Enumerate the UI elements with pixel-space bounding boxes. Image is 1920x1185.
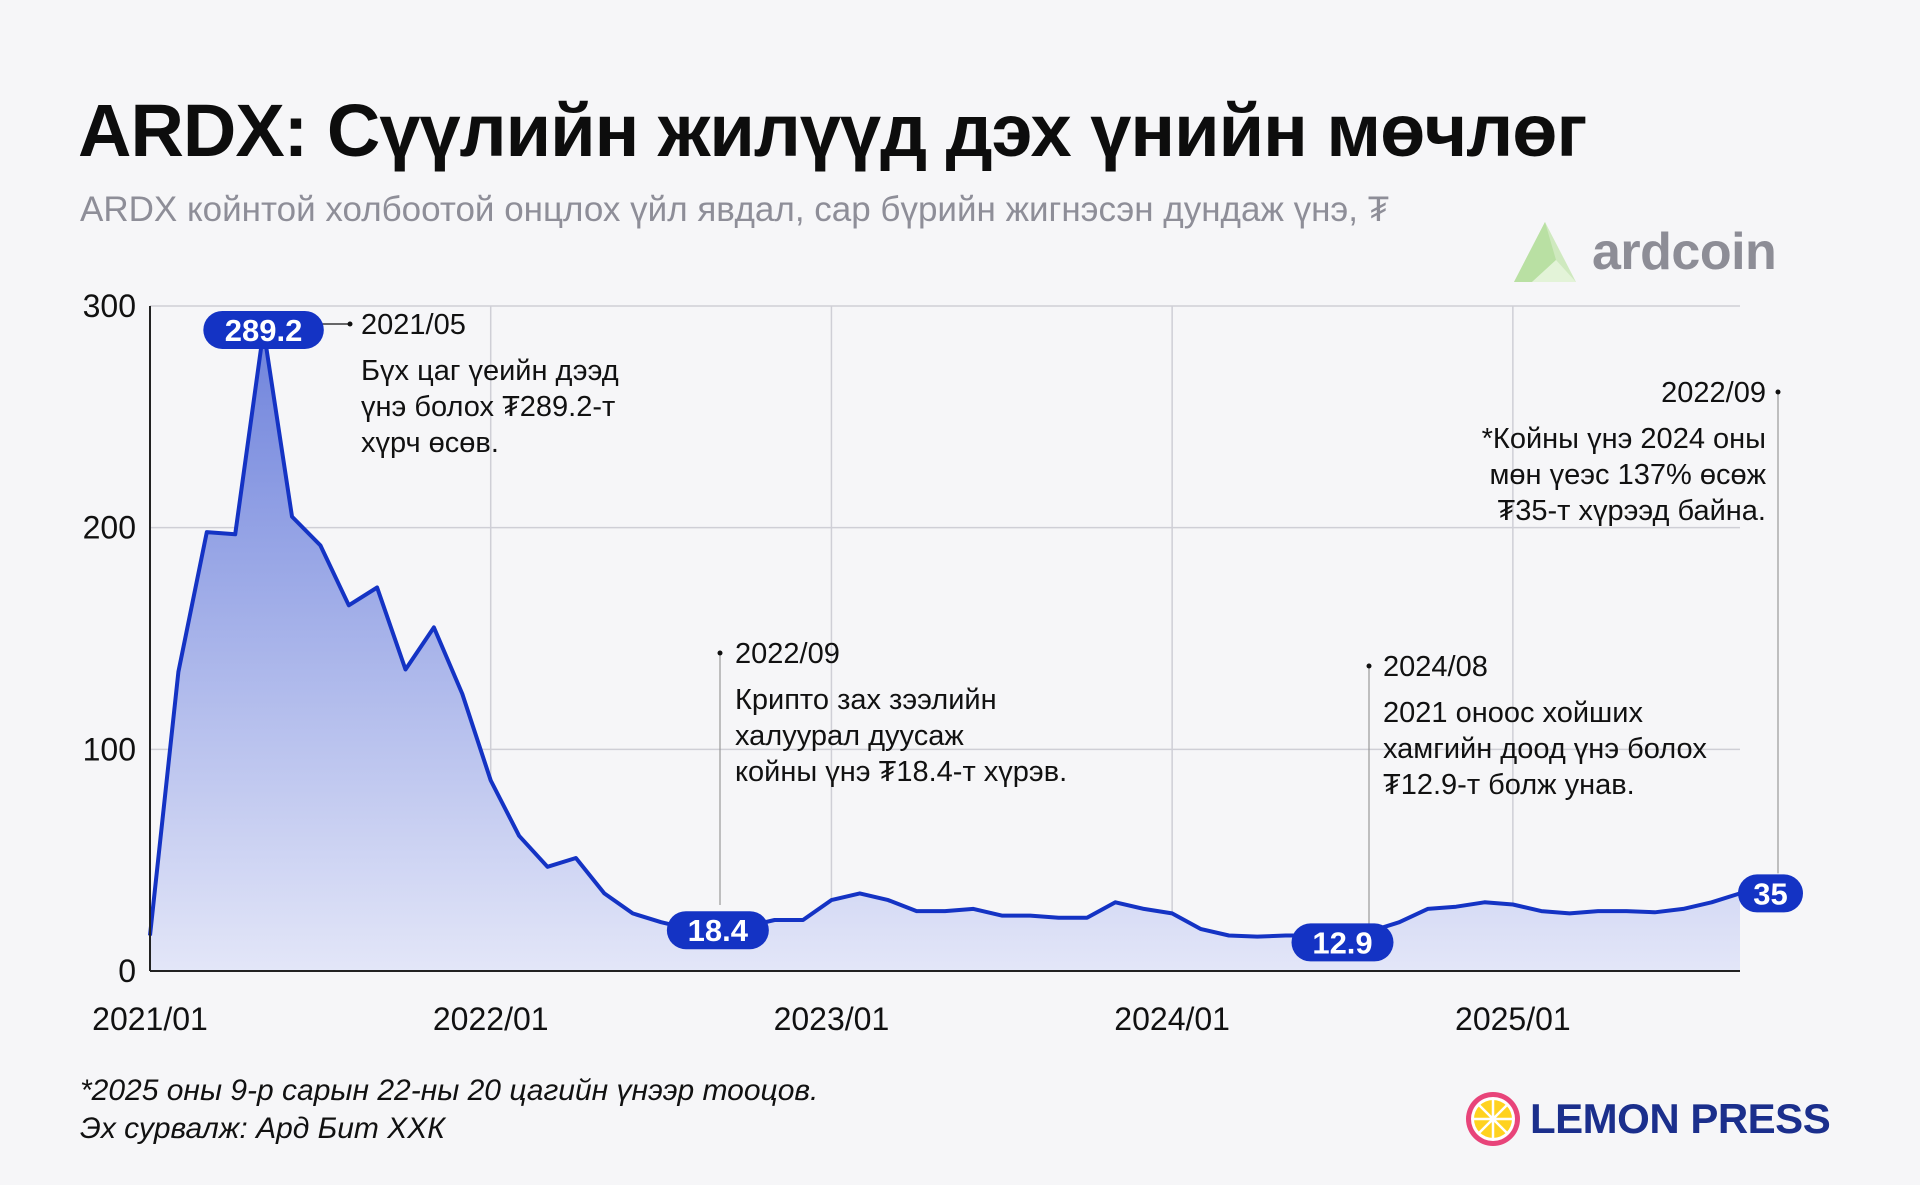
value-badge: 35 — [1738, 874, 1803, 913]
footnote-note: *2025 оны 9-р сарын 22-ны 20 цагийн үнээ… — [80, 1074, 819, 1107]
page-subtitle: ARDX койнтой холбоотой онцлох үйл явдал,… — [80, 190, 1390, 229]
annotation-text: Бүх цаг үеийн дээд — [361, 355, 619, 387]
annotation-text: хүрч өсөв. — [361, 427, 499, 459]
annotation-date: 2024/08 — [1383, 651, 1488, 683]
x-tick-label: 2024/01 — [1114, 1001, 1230, 1037]
y-tick-label: 100 — [83, 731, 136, 767]
ardcoin-logo-icon — [1514, 222, 1576, 282]
leader-dot — [347, 321, 353, 327]
footnote-source: Эх сурвалж: Ард Бит ХХК — [80, 1112, 445, 1145]
annotation-text: үнэ болох ₮289.2-т — [361, 391, 615, 423]
x-tick-label: 2022/01 — [433, 1001, 549, 1037]
badge-label: 18.4 — [688, 913, 749, 948]
axes: 0 100 200 300 2021/01 2022/01 2023/01 2024/01 20… — [83, 288, 1740, 1037]
price-area — [148, 327, 1741, 971]
annotation-text: *Койны үнэ 2024 оны — [1482, 423, 1766, 455]
price-area-fill — [150, 329, 1740, 971]
y-tick-label: 300 — [83, 288, 136, 324]
annotation: 2022/09 Крипто зах зээлийн халуурал дуусаж… — [717, 638, 1067, 905]
annotation-text: Крипто зах зээлийн — [735, 684, 997, 716]
annotation-date: 2022/09 — [1661, 377, 1766, 409]
value-badge: 12.9 — [1291, 923, 1394, 962]
annotation-text: хамгийн доод үнэ болох — [1383, 733, 1707, 765]
annotation: 2022/09 *Койны үнэ 2024 оны мөн үеэс 137% … — [1482, 377, 1781, 874]
page-title: ARDX: Сүүлийн жилүүд дэх үнийн мөчлөг — [78, 89, 1587, 172]
leader-dot — [1366, 663, 1372, 669]
annotations: 2021/05 Бүх цаг үеийн дээд үнэ болох ₮289.… — [316, 309, 1781, 925]
annotation-text: мөн үеэс 137% өсөж — [1489, 459, 1766, 491]
value-badges: 289.2 18.4 12.9 35 — [203, 310, 1803, 962]
badge-label: 35 — [1753, 876, 1787, 911]
footnote: *2025 оны 9-р сарын 22-ны 20 цагийн үнээ… — [80, 1072, 818, 1148]
price-line — [148, 327, 1741, 945]
badge-pill — [1738, 874, 1803, 913]
annotation-date: 2022/09 — [735, 638, 840, 670]
value-badge: 18.4 — [666, 911, 769, 950]
badge-pill — [203, 310, 324, 349]
leader-dot — [717, 650, 723, 656]
value-badge: 289.2 — [203, 310, 324, 349]
annotation-text: ₮35-т хүрээд байна. — [1497, 495, 1766, 527]
badge-label: 12.9 — [1312, 925, 1372, 960]
badge-label: 289.2 — [225, 313, 303, 348]
x-tick-label: 2025/01 — [1455, 1001, 1571, 1037]
annotation-text: 2021 оноос хойших — [1383, 697, 1643, 729]
x-tick-label: 2023/01 — [774, 1001, 890, 1037]
x-tick-label: 2021/01 — [92, 1001, 208, 1037]
annotation-text: койны үнэ ₮18.4-т хүрэв. — [735, 756, 1067, 788]
annotation: 2021/05 Бүх цаг үеийн дээд үнэ болох ₮289.… — [316, 309, 619, 459]
ardcoin-brand: ardcoin — [1512, 220, 1777, 284]
badge-pill — [1291, 923, 1394, 962]
leader-dot — [1775, 389, 1781, 395]
publisher-brand: LEMON PRESS — [1464, 1090, 1831, 1148]
annotation-date: 2021/05 — [361, 309, 466, 341]
publisher-wordmark: LEMON PRESS — [1530, 1095, 1831, 1142]
price-chart: 0 100 200 300 2021/01 2022/01 2023/01 2024/01 20… — [83, 288, 1803, 1037]
annotation-text: халуурал дуусаж — [735, 720, 964, 752]
lemon-slice-icon — [1466, 1092, 1520, 1146]
badge-pill — [666, 911, 769, 950]
ardcoin-wordmark: ardcoin — [1592, 223, 1777, 281]
annotation: 2024/08 2021 оноос хойших хамгийн доод үнэ… — [1366, 651, 1707, 925]
y-tick-label: 200 — [83, 510, 136, 546]
y-tick-label: 0 — [118, 953, 136, 989]
annotation-text: ₮12.9-т болж унав. — [1383, 769, 1635, 801]
